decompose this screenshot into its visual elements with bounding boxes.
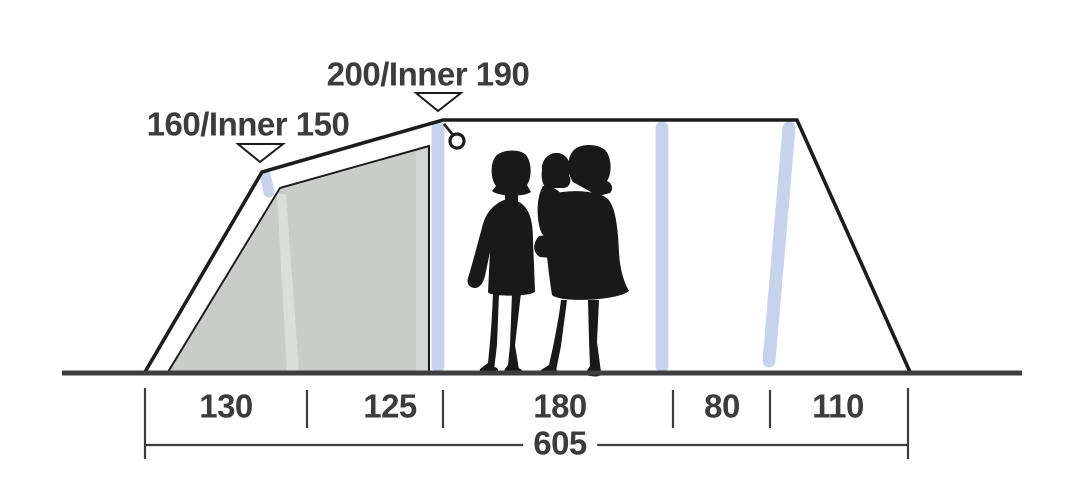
inner-tent-edge <box>167 144 430 373</box>
dimension-label-segment-1: 130 <box>199 387 253 425</box>
guy-line-ring-icon <box>448 132 466 150</box>
dimension-label-segment-5: 110 <box>812 387 864 425</box>
dimension-label-segment-2: 125 <box>363 387 417 425</box>
dimension-label-total: 605 <box>523 426 597 460</box>
air-pole-rear <box>762 121 796 368</box>
main-height-label: 200/Inner 190 <box>326 55 530 93</box>
main-height-marker-icon <box>413 92 464 113</box>
panel-highlight-streak <box>277 194 299 372</box>
guy-line-cord <box>442 123 455 136</box>
tent-outline <box>143 118 912 373</box>
inner-tent-panel <box>169 147 429 372</box>
panel-highlight-band <box>416 149 427 372</box>
front-height-label: 160/Inner 150 <box>146 105 350 143</box>
air-pole-front-bend <box>259 169 275 198</box>
dimension-label-segment-3: 180 <box>533 387 587 425</box>
dimension-label-segment-4: 80 <box>704 387 740 425</box>
front-height-marker-icon <box>235 143 286 164</box>
family-silhouette <box>467 145 629 377</box>
